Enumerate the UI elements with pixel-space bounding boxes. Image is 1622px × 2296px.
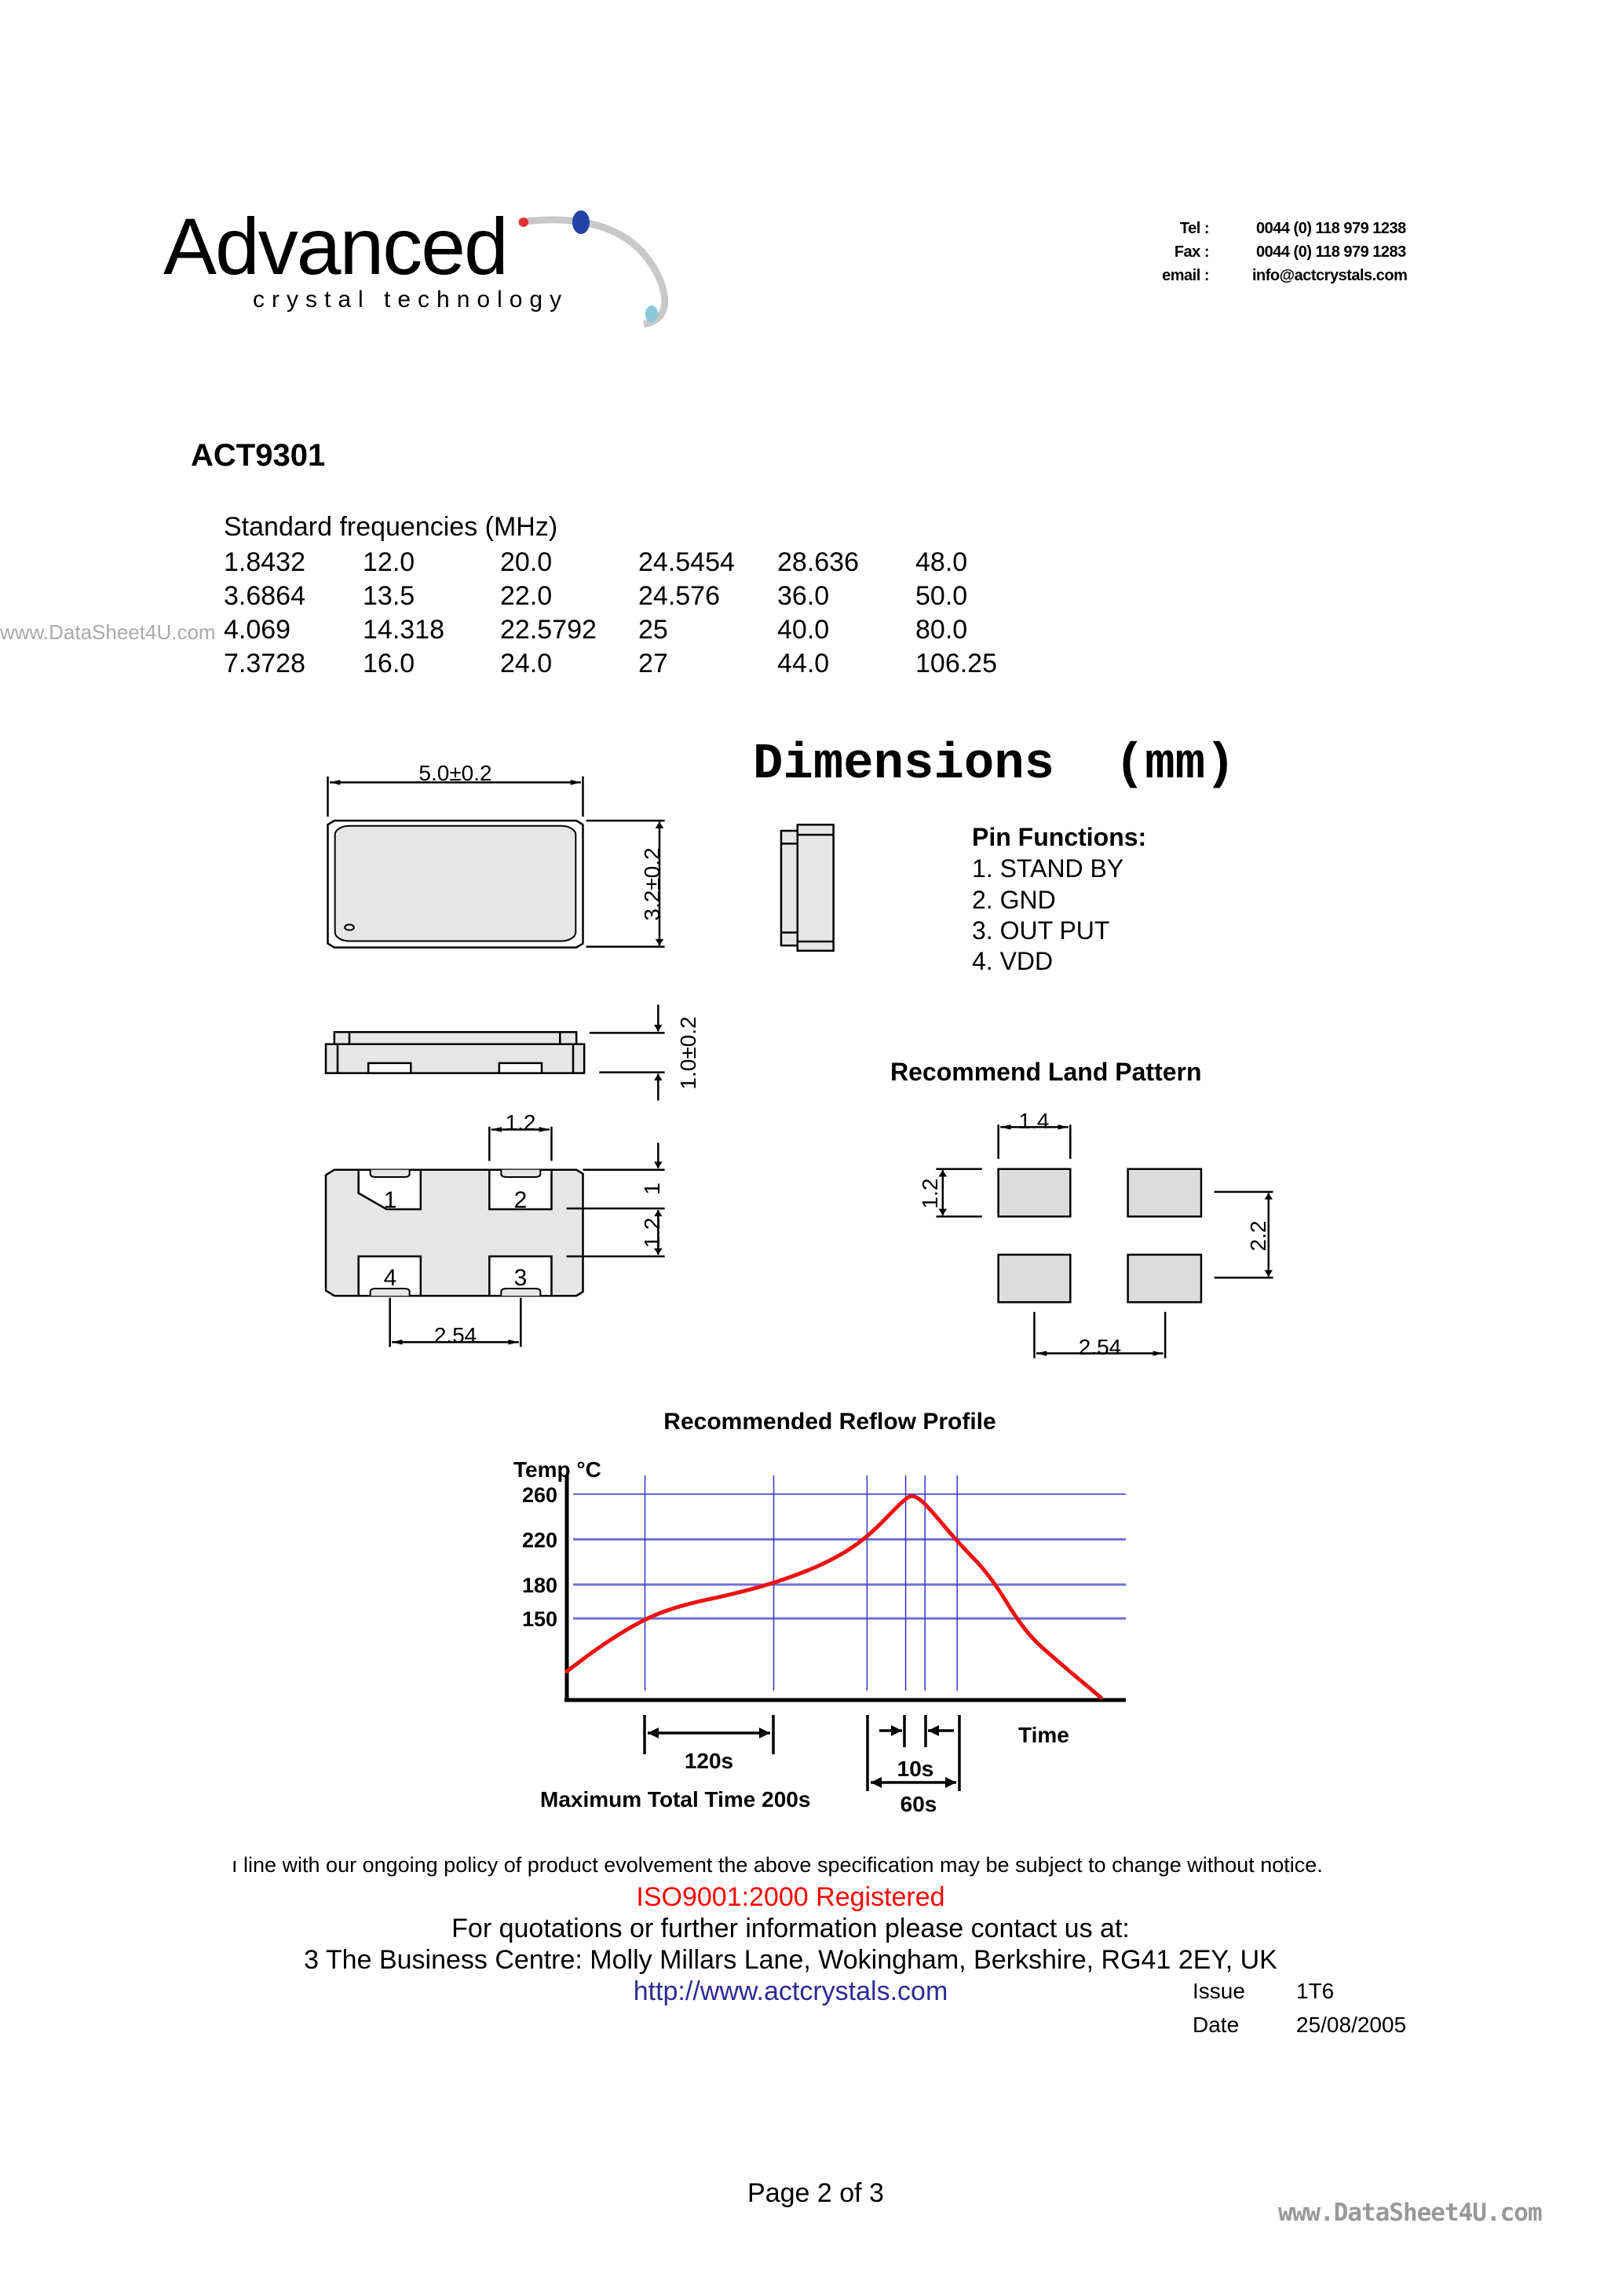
pin-number-3: 3 bbox=[514, 1265, 528, 1291]
website-link[interactable]: http://www.actcrystals.com bbox=[633, 1976, 948, 2006]
tel-value: 0044 (0) 118 979 1238 bbox=[1256, 220, 1406, 237]
frequency-value: 80.0 bbox=[915, 615, 968, 645]
pin-function-1: 1. STAND BY bbox=[972, 854, 1123, 883]
chart-title: Recommended Reflow Profile bbox=[663, 1409, 995, 1435]
cyan-ball-icon bbox=[645, 305, 658, 323]
contact-line: For quotations or further information pl… bbox=[451, 1914, 1130, 1943]
land-width-label: 1.4 bbox=[1019, 1109, 1050, 1133]
logo-wordmark: Advanced bbox=[163, 202, 509, 291]
issue-value: 1T6 bbox=[1296, 1979, 1335, 2003]
frequency-value: 50.0 bbox=[915, 581, 968, 611]
pin-function-3: 3. OUT PUT bbox=[972, 916, 1109, 945]
address: 3 The Business Centre: Molly Millars Lan… bbox=[304, 1945, 1277, 1975]
frequency-value: 40.0 bbox=[777, 615, 830, 645]
frequency-value: 106.25 bbox=[915, 649, 997, 678]
change-notice: ı line with our ongoing policy of produc… bbox=[232, 1853, 1323, 1877]
frequencies-title: Standard frequencies (MHz) bbox=[224, 512, 558, 542]
y-tick-label: 150 bbox=[522, 1607, 557, 1631]
blue-ball-icon bbox=[572, 210, 590, 234]
pin-function-4: 4. VDD bbox=[972, 947, 1053, 975]
pad-height-label: 1.2 bbox=[640, 1218, 664, 1249]
temperature-curve bbox=[564, 1493, 1103, 1700]
company-logo: Advanced crystal technology bbox=[157, 200, 683, 330]
page-number: Page 2 of 3 bbox=[747, 2178, 884, 2208]
y-tick-label: 260 bbox=[522, 1483, 557, 1507]
watermark-left: www.DataSheet4U.com bbox=[0, 620, 216, 644]
watermark-bottom: www.DataSheet4U.com bbox=[1278, 2199, 1543, 2227]
frequency-value: 22.5792 bbox=[500, 615, 597, 645]
land-hpitch-label: 2.54 bbox=[1079, 1335, 1122, 1359]
fax-label: Fax : bbox=[1174, 243, 1210, 261]
logo-orbit-icon bbox=[517, 210, 669, 328]
email-value[interactable]: info@actcrystals.com bbox=[1252, 267, 1408, 284]
dimensions-diagram: 5.0±0.2 3.2±0.2 1.0±0.2 1.2 1 1.2 2.54 1… bbox=[298, 738, 1319, 1359]
pad-pitch-label: 2.54 bbox=[434, 1323, 477, 1347]
frequency-value: 27 bbox=[638, 649, 668, 678]
package-side-view bbox=[334, 1032, 576, 1044]
red-ball-icon bbox=[519, 218, 528, 227]
pin-number-1: 1 bbox=[384, 1187, 397, 1213]
frequency-value: 28.636 bbox=[777, 547, 859, 577]
land-vpitch-label: 2.2 bbox=[1246, 1221, 1270, 1252]
pin-number-4: 4 bbox=[384, 1265, 397, 1291]
logo-tagline: crystal technology bbox=[253, 287, 569, 313]
y-tick-label: 180 bbox=[522, 1574, 557, 1597]
pin-number-2: 2 bbox=[514, 1187, 528, 1213]
x-axis-label: Time bbox=[1018, 1723, 1069, 1747]
issue-label: Issue bbox=[1193, 1979, 1245, 2003]
frequency-value: 48.0 bbox=[915, 547, 968, 577]
y-axis-label: Temp °C bbox=[513, 1457, 601, 1482]
date-value: 25/08/2005 bbox=[1296, 2013, 1407, 2037]
frequency-value: 44.0 bbox=[777, 649, 830, 678]
tel-label: Tel : bbox=[1179, 220, 1210, 237]
frequency-value: 13.5 bbox=[363, 581, 415, 611]
fax-value: 0044 (0) 118 979 1283 bbox=[1256, 243, 1406, 261]
email-label: email : bbox=[1162, 267, 1209, 284]
width-label: 3.2±0.2 bbox=[640, 847, 664, 920]
frequency-value: 25 bbox=[638, 615, 668, 645]
frequency-value: 3.6864 bbox=[224, 581, 305, 611]
height-label: 1.0±0.2 bbox=[676, 1016, 700, 1089]
iso-registration: ISO9001:2000 Registered bbox=[636, 1882, 945, 1912]
frequency-value: 1.8432 bbox=[224, 547, 305, 577]
soak-time-label: 120s bbox=[685, 1749, 733, 1773]
frequency-value: 12.0 bbox=[363, 547, 415, 577]
product-title: ACT9301 bbox=[191, 438, 326, 473]
pin-functions-title: Pin Functions: bbox=[972, 823, 1146, 851]
y-tick-label: 220 bbox=[522, 1528, 557, 1552]
frequency-value: 16.0 bbox=[363, 649, 415, 678]
frequency-value: 36.0 bbox=[777, 581, 830, 611]
frequency-value: 24.576 bbox=[638, 581, 720, 611]
peak-time-label: 10s bbox=[897, 1757, 934, 1781]
frequency-value: 24.0 bbox=[500, 649, 553, 678]
reflow-profile-chart: Recommended Reflow Profile Temp °C Time … bbox=[513, 1409, 1126, 1816]
land-height-label: 1.2 bbox=[918, 1179, 942, 1209]
package-end-view bbox=[781, 831, 798, 945]
dimensions-title: Dimensions (mm) bbox=[753, 738, 1236, 793]
pad-edge-label: 1 bbox=[640, 1183, 664, 1195]
reflow-time-label: 60s bbox=[901, 1792, 937, 1816]
pin1-marker-icon bbox=[345, 924, 354, 930]
frequency-value: 20.0 bbox=[500, 547, 553, 577]
pad-width-label: 1.2 bbox=[506, 1110, 536, 1135]
pin-function-2: 2. GND bbox=[972, 886, 1056, 914]
frequency-value: 4.069 bbox=[224, 615, 291, 645]
land-pads bbox=[999, 1169, 1201, 1303]
frequency-value: 7.3728 bbox=[224, 649, 305, 678]
land-pattern-title: Recommend Land Pattern bbox=[890, 1058, 1202, 1086]
frequency-value: 22.0 bbox=[500, 581, 553, 611]
date-label: Date bbox=[1193, 2013, 1240, 2037]
length-label: 5.0±0.2 bbox=[418, 761, 491, 785]
frequency-value: 24.5454 bbox=[638, 547, 735, 577]
frequency-value: 14.318 bbox=[363, 615, 444, 645]
total-time-label: Maximum Total Time 200s bbox=[540, 1787, 810, 1812]
